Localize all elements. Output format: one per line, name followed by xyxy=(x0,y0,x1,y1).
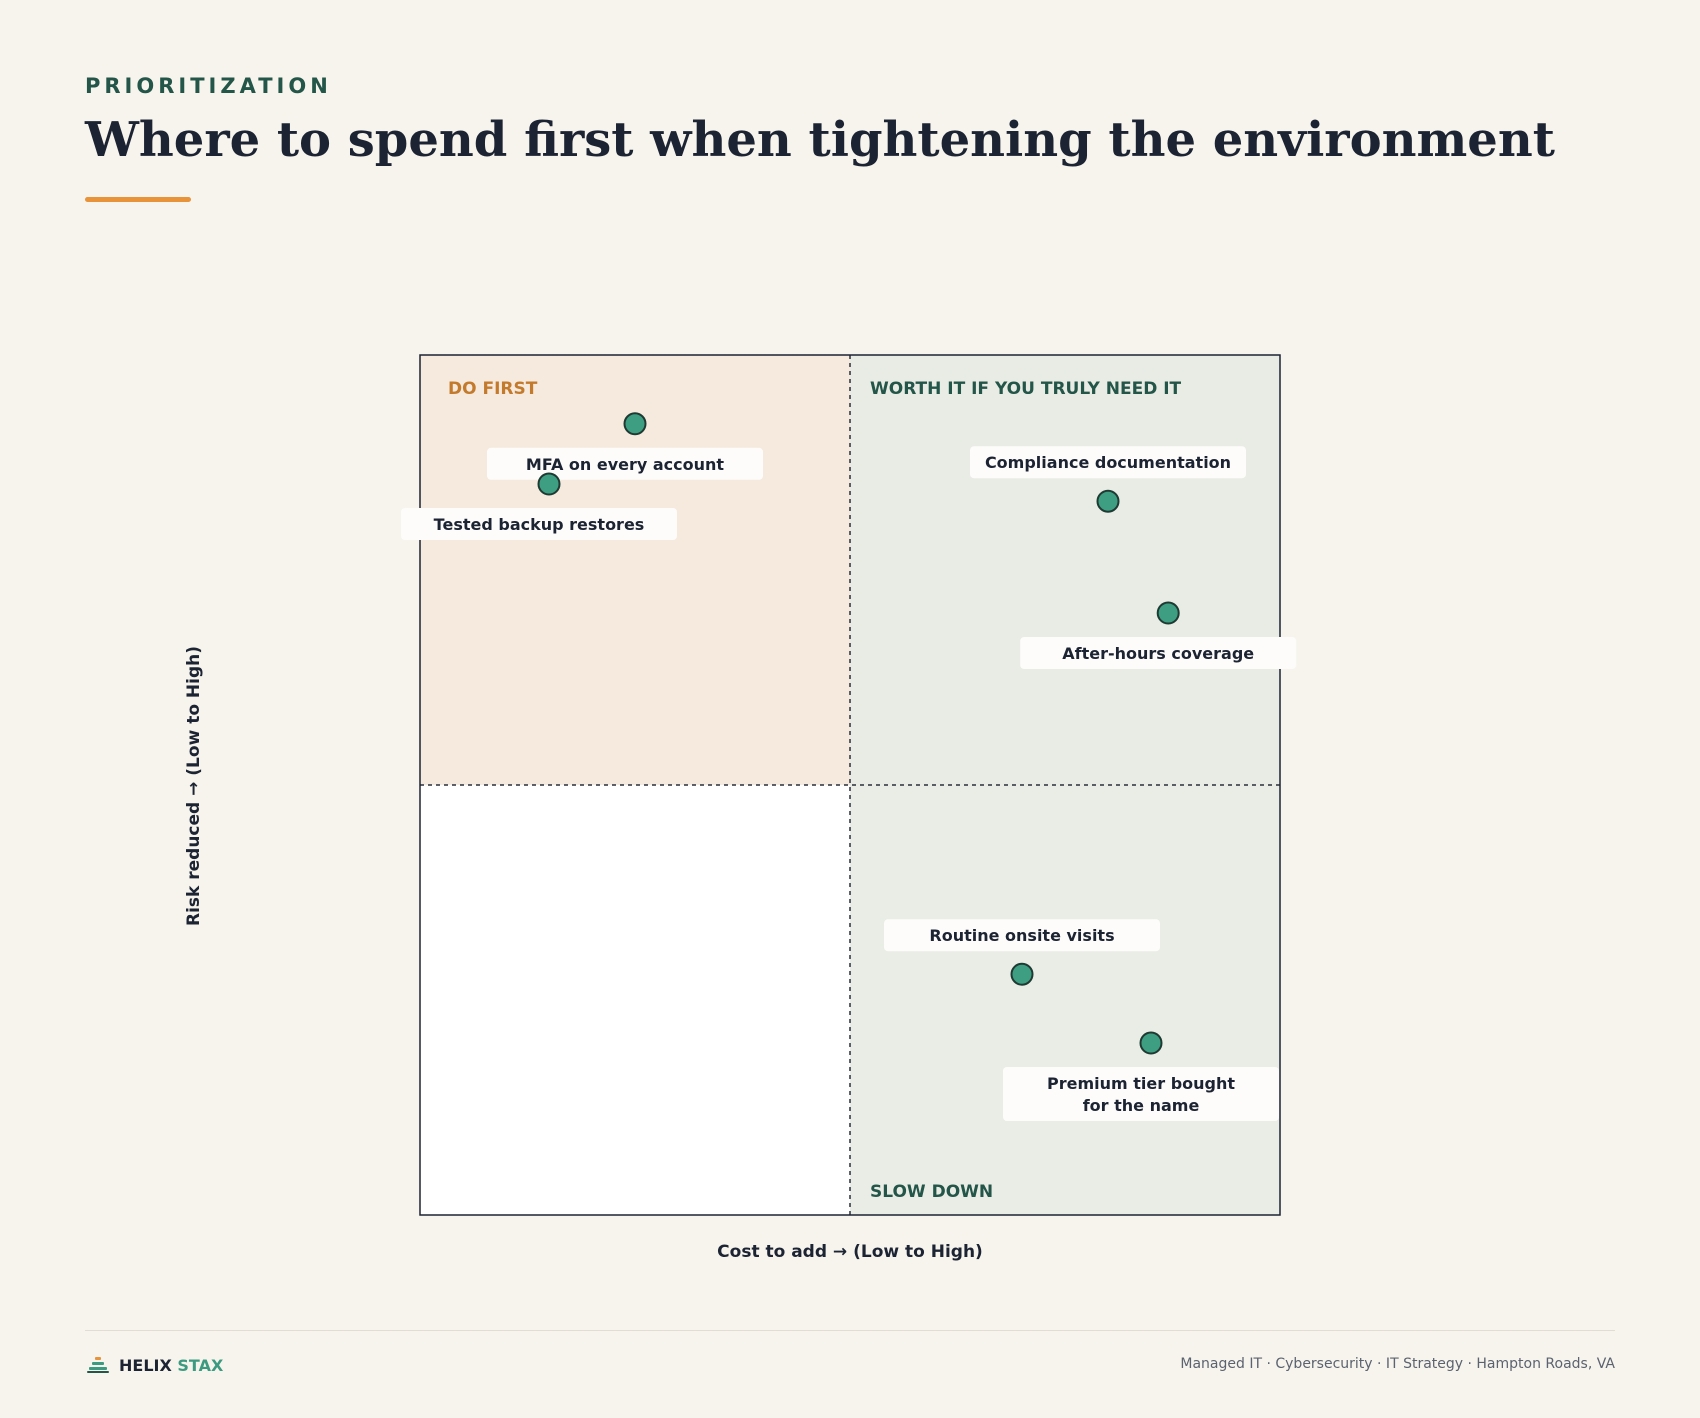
point-label-0: MFA on every account xyxy=(526,455,724,474)
point-label-1: Tested backup restores xyxy=(434,515,645,534)
data-point-2 xyxy=(1096,489,1120,513)
x-axis-title: Cost to add → (Low to High) xyxy=(717,1242,983,1262)
quadrant-slow-down xyxy=(850,785,1280,1215)
point-label-bg-3 xyxy=(1020,637,1297,669)
quadrant-label-slow-down: SLOW DOWN xyxy=(870,1182,993,1202)
data-point-3 xyxy=(1156,601,1180,625)
data-point-1 xyxy=(537,472,561,496)
footer-divider xyxy=(85,1330,1615,1331)
brand-name-part1: HELIX xyxy=(119,1355,172,1375)
quadrant-label-do-first: DO FIRST xyxy=(448,379,538,399)
point-label-bg-0 xyxy=(487,447,763,480)
footer-tagline: Managed IT · Cybersecurity · IT Strategy… xyxy=(1180,1356,1615,1372)
page-title: Where to spend first when tightening the… xyxy=(85,112,1555,168)
point-label-2: Compliance documentation xyxy=(985,453,1231,472)
point-label-5: Premium tier bought for the name xyxy=(1047,1074,1235,1115)
point-label-bg-4 xyxy=(884,919,1160,952)
chart-frame xyxy=(419,354,1281,1216)
quadrant-low-low xyxy=(420,785,850,1215)
point-label-3: After-hours coverage xyxy=(1062,644,1254,663)
point-label-bg-2 xyxy=(970,446,1246,479)
brand-name: HELIX STAX xyxy=(119,1356,223,1375)
brand-name-part2: STAX xyxy=(177,1355,224,1375)
quadrant-label-worth-it: WORTH IT IF YOU TRULY NEED IT xyxy=(870,379,1182,399)
brand-logo[interactable]: HELIX STAX xyxy=(87,1352,223,1378)
point-label-bg-5 xyxy=(1003,1067,1279,1121)
point-label-bg-1 xyxy=(401,508,677,540)
y-axis-title: Risk reduced → (Low to High) xyxy=(184,645,204,927)
eyebrow-label: PRIORITIZATION xyxy=(85,74,332,98)
stacked-layers-icon xyxy=(87,1357,109,1373)
data-point-4 xyxy=(1010,962,1034,986)
data-point-5 xyxy=(1139,1031,1163,1055)
point-label-4: Routine onsite visits xyxy=(929,926,1114,945)
data-point-0 xyxy=(623,412,647,436)
title-accent-rule xyxy=(85,197,191,202)
quadrant-worth-it xyxy=(850,355,1280,785)
